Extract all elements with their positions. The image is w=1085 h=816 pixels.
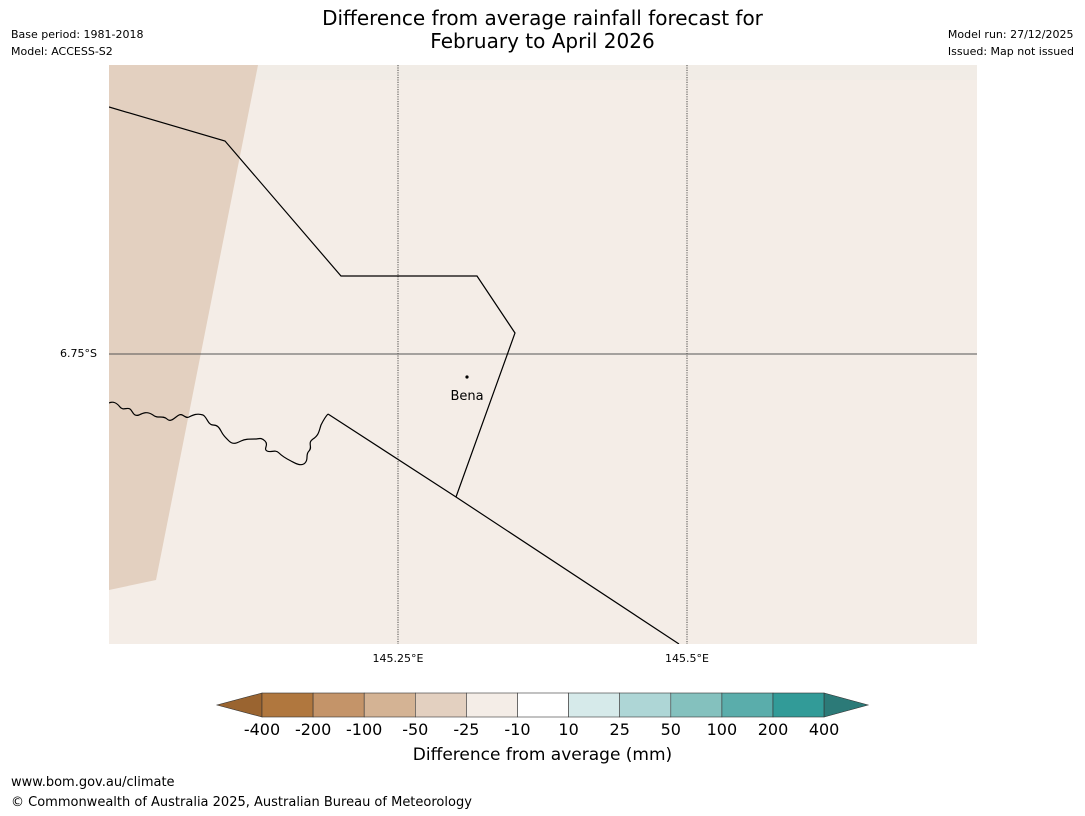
colorbar-tick-label: -100 (346, 720, 383, 739)
west-drier-band (109, 65, 258, 590)
map-title-line2: February to April 2026 (430, 29, 655, 53)
meta-right: Model run: 27/12/2025 Issued: Map not is… (948, 26, 1074, 60)
map-title: Difference from average rainfall forecas… (0, 7, 1085, 53)
colorbar-segment (466, 692, 518, 718)
footer-url: www.bom.gov.au/climate (11, 775, 175, 790)
colorbar-segment (619, 692, 672, 718)
issued-text: Issued: Map not issued (947, 45, 1074, 58)
colorbar-segment (568, 692, 621, 718)
province-border-north (109, 106, 516, 498)
colorbar-extend-low (215, 692, 263, 718)
colorbar-extend-high (823, 692, 870, 718)
colorbar-tick-label: -400 (243, 720, 281, 739)
lon-label-145-5: 145.5°E (665, 652, 709, 665)
lat-label-6-75: 6.75°S (60, 347, 97, 360)
town-label-bena: Bena (450, 389, 484, 404)
base-period-text: Base period: 1981-2018 (11, 28, 144, 41)
colorbar-tick-label: 10 (558, 720, 579, 739)
colorbar-tick-label: -200 (294, 720, 332, 739)
town-marker-bena (465, 375, 469, 379)
map-top-strip (109, 65, 977, 80)
colorbar-tick-label: -10 (504, 720, 531, 739)
model-run-text: Model run: 27/12/2025 (947, 28, 1074, 41)
colorbar-svg (215, 692, 870, 718)
colorbar-segment (415, 692, 467, 718)
model-text: Model: ACCESS-S2 (11, 45, 113, 58)
colorbar-tick-label: 25 (609, 720, 630, 739)
colorbar-segment (363, 692, 416, 718)
colorbar-tick-label: 200 (757, 720, 789, 739)
lon-label-145-25: 145.25°E (372, 652, 424, 665)
footer-copyright: © Commonwealth of Australia 2025, Austra… (11, 795, 472, 810)
colorbar-segment (261, 692, 314, 718)
colorbar-tick-label: -25 (453, 720, 480, 739)
colorbar-segment (517, 692, 569, 718)
colorbar-segment (772, 692, 825, 718)
colorbar-tick-label: 50 (660, 720, 681, 739)
colorbar-segment (670, 692, 723, 718)
colorbar-segment (721, 692, 774, 718)
coastline-river (109, 401, 329, 466)
colorbar-title: Difference from average (mm) (0, 745, 1085, 765)
map-background (109, 65, 977, 644)
meta-left: Base period: 1981-2018 Model: ACCESS-S2 (11, 26, 143, 60)
colorbar (215, 692, 871, 724)
colorbar-tick-label: 400 (808, 720, 840, 739)
map-title-line1: Difference from average rainfall forecas… (322, 6, 763, 30)
colorbar-tick-label: 100 (706, 720, 738, 739)
map-canvas (109, 65, 977, 644)
province-border-south (327, 413, 680, 644)
colorbar-tick-label: -50 (402, 720, 429, 739)
rainfall-map (109, 65, 977, 644)
colorbar-title-text: Difference from average (mm) (412, 745, 673, 765)
colorbar-segment (312, 692, 365, 718)
